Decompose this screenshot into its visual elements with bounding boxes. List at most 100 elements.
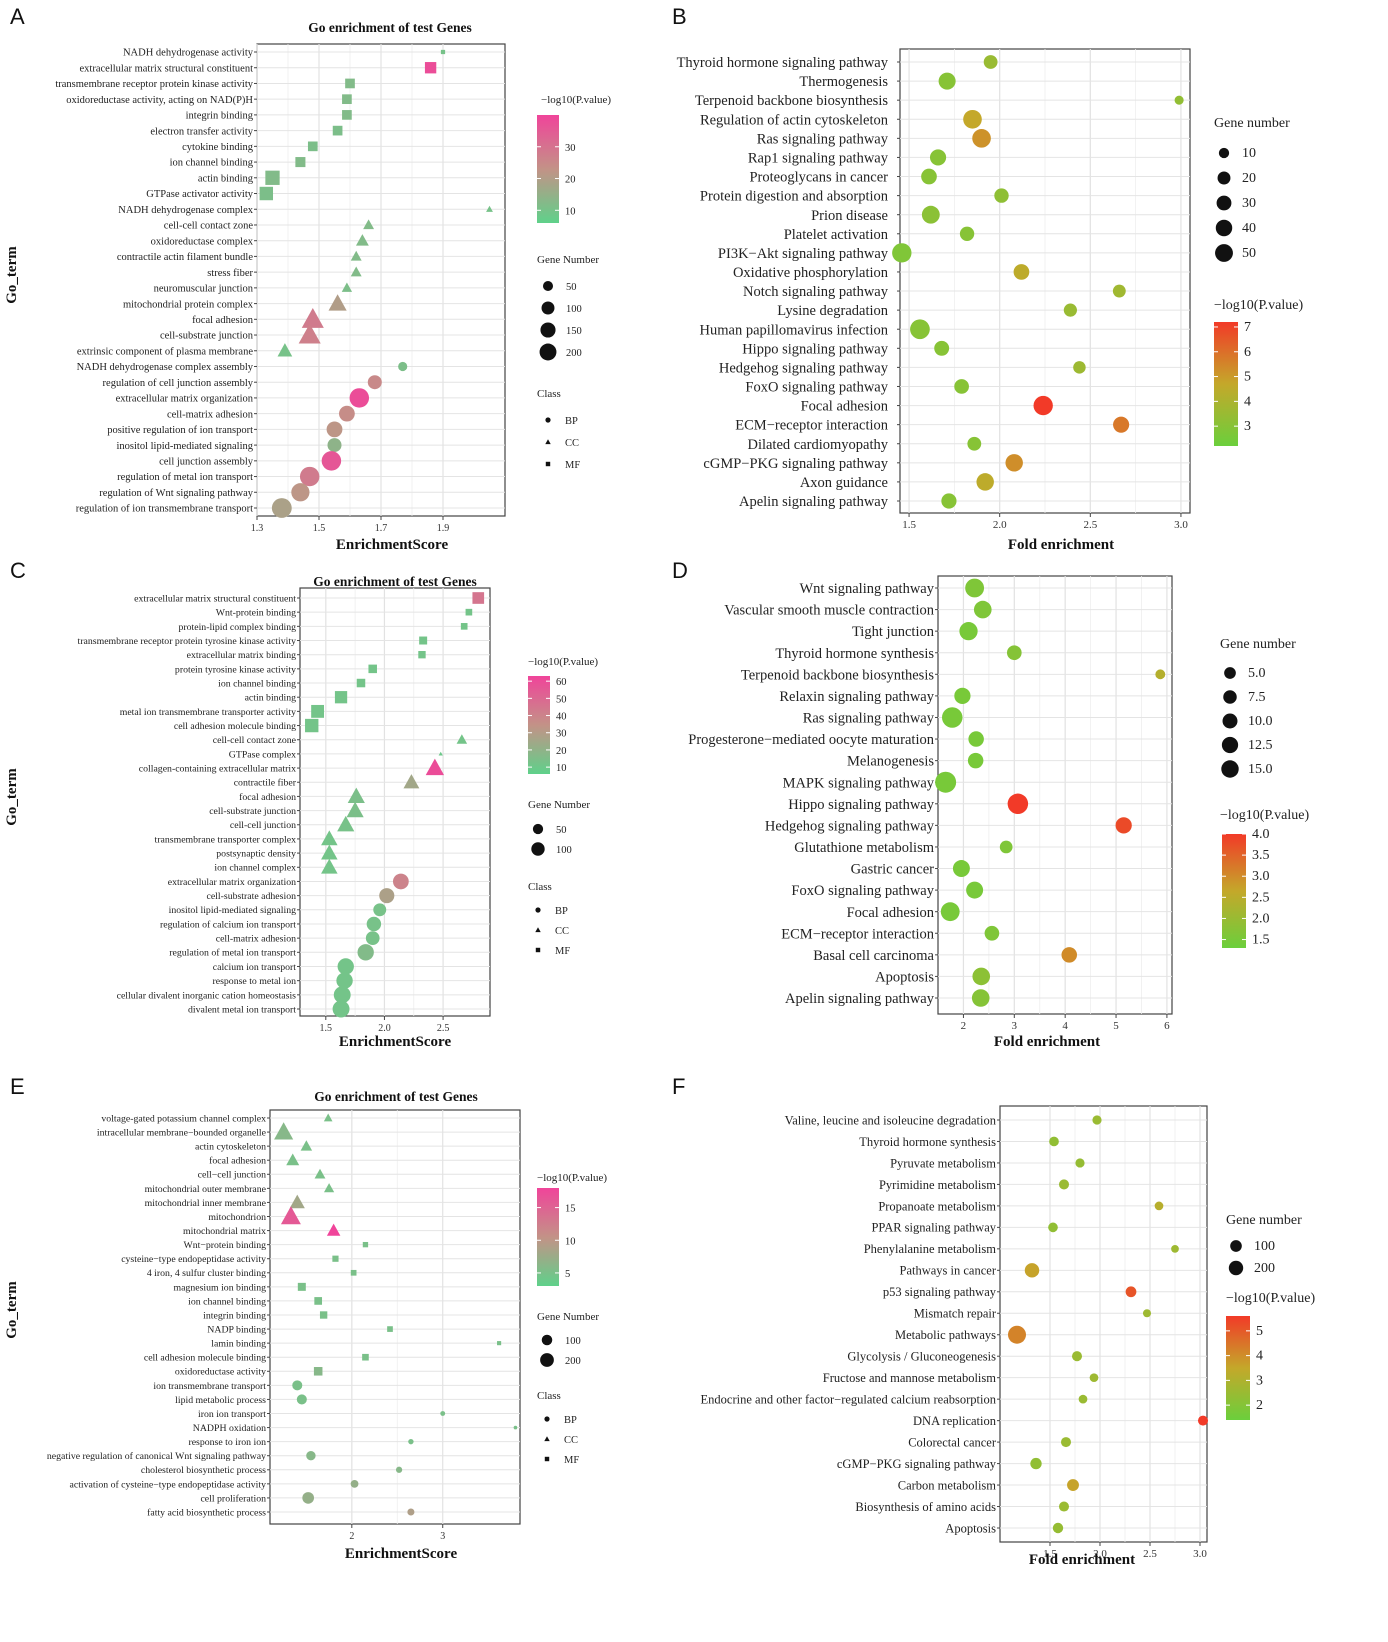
data-point xyxy=(319,1311,328,1319)
color-legend: −log10(P.value) 4.0 3.5 3.0 2.5 2.0 1.5 xyxy=(1220,808,1309,948)
term-label: Thyroid hormone synthesis xyxy=(859,1135,996,1149)
colorbar xyxy=(537,115,559,223)
term-label: p53 signaling pathway xyxy=(883,1285,997,1299)
data-point xyxy=(295,157,306,168)
term-label: Melanogenesis xyxy=(847,754,934,770)
term-label: cell proliferation xyxy=(200,1493,266,1504)
data-point xyxy=(326,421,343,438)
colorbar-tick-label: 4 xyxy=(1256,1349,1263,1364)
x-axis-label: Fold enrichment xyxy=(994,1034,1100,1050)
data-point xyxy=(1197,1415,1209,1426)
size-legend-label: 10.0 xyxy=(1248,714,1273,729)
data-point xyxy=(314,1168,326,1179)
data-point xyxy=(972,967,991,986)
colorbar-tick-label: 4.0 xyxy=(1252,827,1270,842)
term-label: Phenylalanine metabolism xyxy=(864,1242,997,1256)
class-legend-title: Class xyxy=(537,388,561,400)
term-label: FoxO signaling pathway xyxy=(745,380,888,396)
size-legend-key xyxy=(539,343,557,361)
term-label: cysteine−type endopeptidase activity xyxy=(121,1254,266,1265)
term-label: NADH dehydrogenase complex xyxy=(118,205,253,216)
colorbar-tick-label: 4 xyxy=(1244,394,1251,409)
data-point xyxy=(456,734,468,744)
data-point xyxy=(321,858,338,874)
panel-d: D 2 3 4 5 6 Wnt signaling pathway Vascular smoo… xyxy=(672,558,1309,1050)
data-point xyxy=(347,787,365,804)
data-point xyxy=(337,815,355,832)
term-label: cholesterol biosynthetic process xyxy=(141,1465,266,1476)
term-label: Protein digestion and absorption xyxy=(700,189,889,205)
term-label: extracellular matrix binding xyxy=(187,650,296,661)
colorbar-tick-label: 1.5 xyxy=(1252,933,1270,948)
data-point xyxy=(419,636,428,645)
term-label: Ras signaling pathway xyxy=(757,131,889,147)
class-legend-label: MF xyxy=(564,1455,579,1466)
color-legend-title: −log10(P.value) xyxy=(1214,298,1303,313)
data-point xyxy=(1125,1286,1137,1298)
term-label: Focal adhesion xyxy=(801,399,889,415)
colorbar-tick-label: 60 xyxy=(556,677,567,688)
term-label: ion channel binding xyxy=(170,158,254,169)
term-label: stress fiber xyxy=(207,268,253,279)
x-tick-label: 6 xyxy=(1164,1020,1170,1032)
term-label: Pathways in cancer xyxy=(900,1264,997,1278)
term-label: cell junction assembly xyxy=(159,457,254,468)
term-label: mitochondrion xyxy=(208,1212,266,1223)
term-label: NADH dehydrogenase complex assembly xyxy=(77,362,254,373)
size-legend-key xyxy=(1217,171,1231,185)
data-point xyxy=(940,902,960,922)
data-point xyxy=(465,608,473,616)
term-label: extracellular matrix organization xyxy=(168,877,296,888)
data-point xyxy=(306,1451,316,1461)
data-point xyxy=(1030,1457,1042,1470)
size-legend-label: 5.0 xyxy=(1248,666,1266,681)
colorbar-tick-label: 20 xyxy=(565,175,576,186)
data-point xyxy=(1058,1501,1070,1512)
data-point xyxy=(280,1206,301,1225)
term-label: contractile fiber xyxy=(234,778,297,789)
term-label: Progesterone−mediated oocyte maturation xyxy=(688,732,934,748)
term-label: metal ion transmembrane transporter acti… xyxy=(120,707,296,718)
data-point xyxy=(941,707,963,728)
data-point xyxy=(497,1341,502,1346)
term-label: NADP binding xyxy=(207,1325,266,1336)
size-legend-label: 100 xyxy=(1254,1239,1275,1254)
term-label: Oxidative phosphorylation xyxy=(733,265,889,281)
term-label: response to iron ion xyxy=(188,1437,266,1448)
data-point xyxy=(929,149,947,166)
term-label: regulation of Wnt signaling pathway xyxy=(99,488,254,499)
data-point xyxy=(286,1153,300,1166)
term-label: Platelet activation xyxy=(784,227,889,243)
data-point xyxy=(357,944,374,961)
x-axis-label: Fold enrichment xyxy=(1008,537,1114,553)
data-point xyxy=(298,323,321,344)
x-tick-label: 1.9 xyxy=(437,523,450,534)
colorbar-tick-label: 10 xyxy=(565,1236,576,1247)
term-label: Pyrimidine metabolism xyxy=(879,1178,996,1192)
term-label: regulation of calcium ion transport xyxy=(160,919,296,930)
class-legend-label: BP xyxy=(565,416,578,427)
term-label: Ras signaling pathway xyxy=(803,711,935,727)
data-point xyxy=(395,1466,403,1473)
colorbar-tick-label: 3 xyxy=(1256,1373,1263,1388)
data-point xyxy=(350,266,362,277)
data-point xyxy=(305,718,319,733)
size-legend-label: 50 xyxy=(556,825,567,836)
term-label: ECM−receptor interaction xyxy=(781,926,934,942)
color-legend: −log10(P.value) 7 6 5 4 3 xyxy=(1214,298,1303,446)
data-point xyxy=(337,958,354,975)
size-legend-key xyxy=(1221,736,1239,754)
x-tick-label: 1.5 xyxy=(313,523,326,534)
data-point xyxy=(513,1425,518,1430)
term-label: 4 iron, 4 sulfur cluster binding xyxy=(147,1268,266,1279)
data-point xyxy=(271,498,292,518)
data-point xyxy=(1142,1309,1152,1318)
data-point xyxy=(321,451,342,471)
color-legend-title: −log10(P.value) xyxy=(541,94,611,106)
class-legend-label: BP xyxy=(564,1415,577,1426)
x-tick-label: 1.5 xyxy=(1043,1548,1057,1560)
size-legend: Gene Number 50 100 150 200 xyxy=(537,254,599,361)
data-point xyxy=(959,226,975,241)
data-point xyxy=(392,873,409,890)
